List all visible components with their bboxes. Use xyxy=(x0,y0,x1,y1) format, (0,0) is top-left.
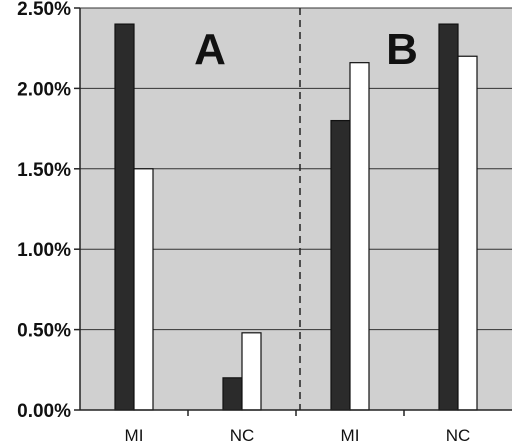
x-tick-label: MI xyxy=(341,426,360,445)
bar xyxy=(330,119,351,411)
y-tick-labels: 0.00% 0.50% 1.00% 1.50% 2.00% 2.50% xyxy=(17,0,71,422)
x-tick-labels: MI NC MI NC xyxy=(125,410,471,445)
bar xyxy=(222,377,243,411)
y-tick-label: 1.50% xyxy=(17,160,71,181)
y-tick-label: 1.00% xyxy=(17,240,71,261)
bar xyxy=(457,55,478,411)
y-tick-label: 2.50% xyxy=(17,0,71,20)
bar xyxy=(241,332,262,411)
panel-label-b: B xyxy=(386,25,418,74)
y-tick-label: 0.00% xyxy=(17,401,71,422)
bar xyxy=(349,62,370,411)
bar xyxy=(114,23,135,411)
bar xyxy=(133,168,154,411)
bars xyxy=(114,23,478,411)
y-tick-label: 2.00% xyxy=(17,79,71,100)
x-tick-label: NC xyxy=(230,426,255,445)
x-tick-label: MI xyxy=(125,426,144,445)
panel-label-a: A xyxy=(194,25,226,74)
bar xyxy=(438,23,459,411)
x-tick-label: NC xyxy=(446,426,471,445)
y-tick-label: 0.50% xyxy=(17,321,71,342)
